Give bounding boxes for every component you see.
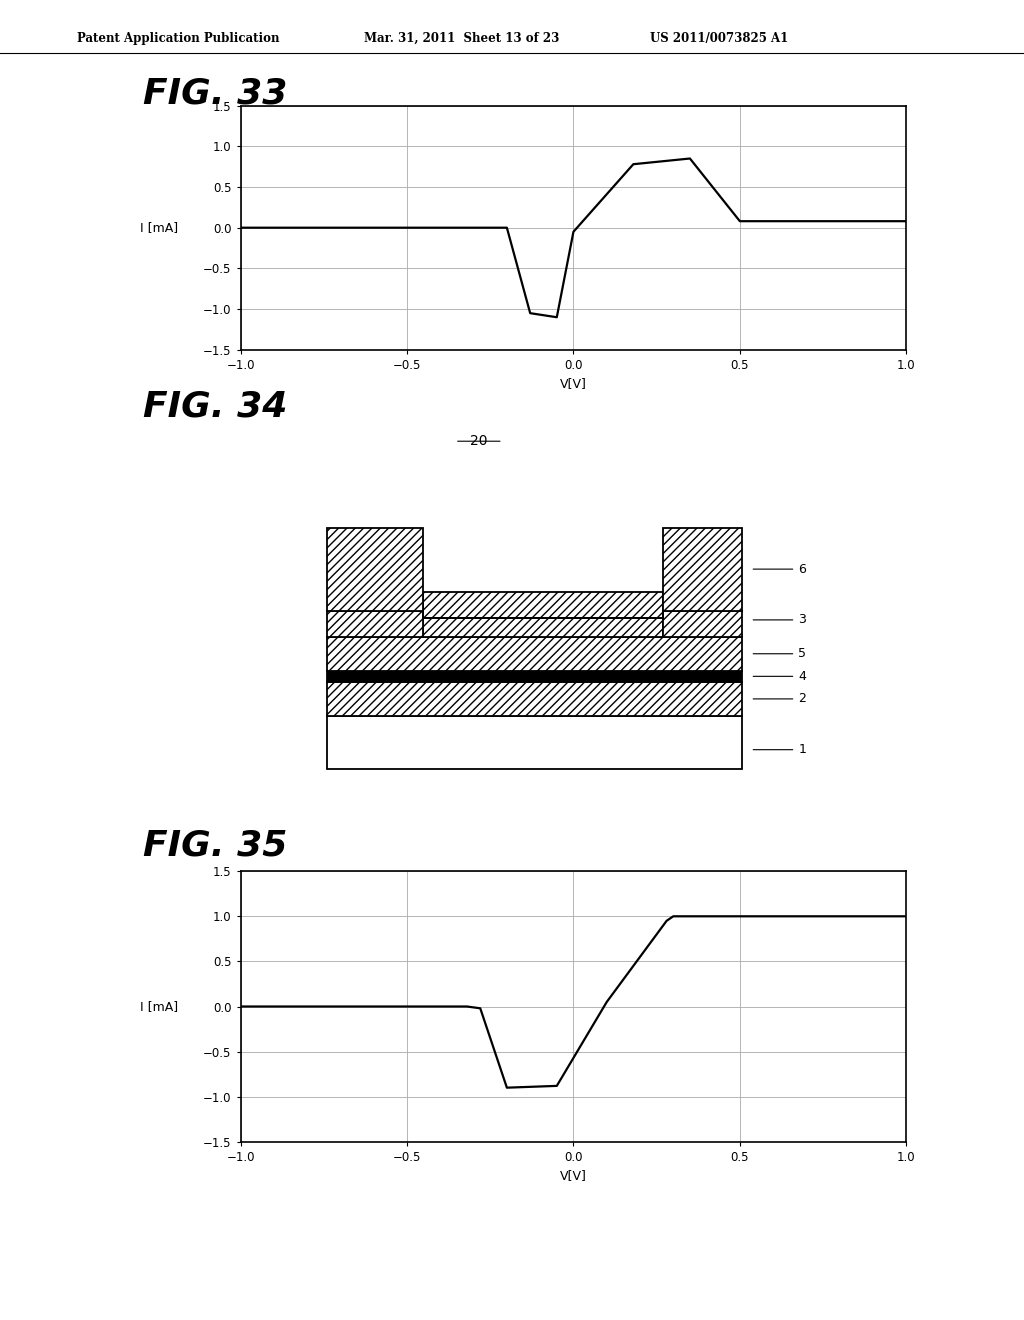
Polygon shape (663, 528, 742, 610)
Polygon shape (663, 610, 742, 636)
Polygon shape (327, 715, 742, 768)
Text: Patent Application Publication: Patent Application Publication (77, 32, 280, 45)
Polygon shape (327, 682, 742, 715)
Text: 4: 4 (754, 669, 806, 682)
Text: 6: 6 (754, 562, 806, 576)
Y-axis label: I [mA]: I [mA] (139, 1001, 178, 1012)
Text: FIG. 33: FIG. 33 (143, 77, 288, 111)
Text: Mar. 31, 2011  Sheet 13 of 23: Mar. 31, 2011 Sheet 13 of 23 (364, 32, 559, 45)
Text: 20: 20 (470, 434, 487, 447)
Polygon shape (423, 591, 663, 618)
Text: FIG. 34: FIG. 34 (143, 389, 288, 424)
Polygon shape (423, 618, 663, 636)
Text: 3: 3 (754, 614, 806, 627)
Text: FIG. 35: FIG. 35 (143, 829, 288, 863)
Text: 2: 2 (754, 693, 806, 705)
Text: 1: 1 (754, 743, 806, 756)
X-axis label: V[V]: V[V] (560, 1170, 587, 1183)
X-axis label: V[V]: V[V] (560, 378, 587, 391)
Polygon shape (327, 636, 742, 671)
Text: 5: 5 (754, 647, 806, 660)
Polygon shape (327, 528, 423, 610)
Text: US 2011/0073825 A1: US 2011/0073825 A1 (650, 32, 788, 45)
Polygon shape (327, 610, 423, 636)
Polygon shape (327, 671, 742, 682)
Y-axis label: I [mA]: I [mA] (139, 222, 178, 234)
